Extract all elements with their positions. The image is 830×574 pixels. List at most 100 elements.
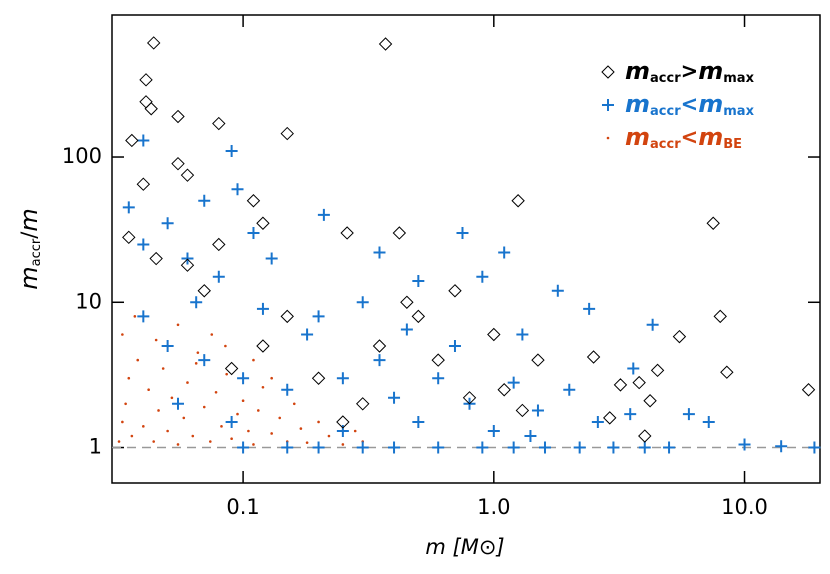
- point: [212, 270, 225, 283]
- point: [270, 376, 273, 380]
- point: [292, 402, 296, 406]
- point: [161, 217, 174, 230]
- point: [476, 270, 489, 283]
- point: [256, 216, 270, 230]
- point: [563, 383, 576, 396]
- legend-marker: [601, 65, 615, 79]
- point: [191, 434, 195, 438]
- point: [139, 95, 153, 109]
- point: [170, 396, 174, 400]
- point: [603, 411, 617, 425]
- point: [627, 362, 640, 375]
- legend-label: maccr<mBE: [625, 123, 742, 152]
- point: [738, 438, 751, 451]
- point: [125, 133, 139, 148]
- point: [196, 351, 200, 354]
- point: [388, 391, 401, 404]
- point: [624, 408, 637, 421]
- point: [180, 168, 195, 182]
- x-axis-label: m [M⊙]: [425, 535, 504, 559]
- point: [127, 376, 131, 380]
- point: [270, 432, 273, 435]
- point: [136, 177, 151, 191]
- point: [280, 126, 294, 141]
- point: [613, 378, 628, 392]
- point: [507, 441, 520, 454]
- point: [353, 429, 357, 433]
- point: [340, 226, 354, 240]
- point: [252, 358, 255, 362]
- point: [180, 258, 195, 272]
- legend-label: maccr<mmax: [625, 90, 755, 119]
- point: [487, 327, 501, 342]
- point: [538, 441, 551, 454]
- point: [241, 399, 245, 403]
- x-tick-label: 0.1: [226, 495, 259, 519]
- point: [280, 309, 294, 324]
- point: [149, 251, 163, 266]
- point: [224, 361, 239, 376]
- point: [801, 383, 816, 397]
- point: [171, 156, 185, 171]
- point: [225, 415, 238, 428]
- point: [531, 353, 545, 367]
- point: [336, 372, 349, 385]
- point: [281, 441, 294, 454]
- point: [147, 388, 150, 392]
- point: [230, 437, 233, 441]
- legend-label: maccr>mmax: [625, 57, 755, 86]
- y-tick-label: 10: [75, 289, 102, 313]
- point: [133, 315, 137, 318]
- point: [237, 372, 250, 385]
- point: [462, 391, 477, 405]
- point: [154, 338, 158, 342]
- legend-marker: [606, 136, 610, 140]
- point: [706, 216, 720, 230]
- point: [551, 284, 564, 297]
- point: [190, 296, 203, 309]
- point: [161, 340, 174, 353]
- point: [137, 310, 150, 323]
- point: [583, 302, 596, 315]
- point: [487, 424, 500, 437]
- point: [356, 397, 370, 411]
- point: [152, 440, 156, 443]
- point: [124, 402, 127, 406]
- point: [146, 36, 161, 50]
- point: [210, 333, 214, 336]
- point: [137, 238, 150, 251]
- point: [573, 441, 586, 454]
- point: [317, 208, 330, 221]
- point: [507, 376, 520, 389]
- point: [327, 434, 331, 438]
- point: [231, 183, 244, 196]
- point: [400, 323, 413, 336]
- point: [412, 275, 425, 288]
- point: [646, 318, 659, 331]
- point: [663, 441, 676, 454]
- point: [632, 375, 646, 390]
- point: [341, 443, 345, 446]
- y-tick-label: 1: [89, 435, 102, 459]
- point: [198, 194, 211, 207]
- point: [299, 427, 303, 430]
- point: [524, 430, 537, 443]
- point: [202, 405, 206, 409]
- point: [214, 391, 218, 394]
- point: [638, 429, 652, 443]
- point: [161, 367, 165, 370]
- point: [209, 440, 212, 443]
- point: [261, 385, 265, 389]
- point: [400, 295, 414, 309]
- point: [212, 237, 226, 252]
- point: [713, 309, 727, 324]
- point: [378, 37, 393, 51]
- point: [130, 434, 134, 438]
- point: [336, 424, 349, 437]
- point: [171, 109, 185, 124]
- point: [591, 415, 604, 428]
- point: [224, 344, 227, 348]
- point: [171, 397, 184, 410]
- point: [412, 415, 425, 428]
- point: [142, 425, 145, 428]
